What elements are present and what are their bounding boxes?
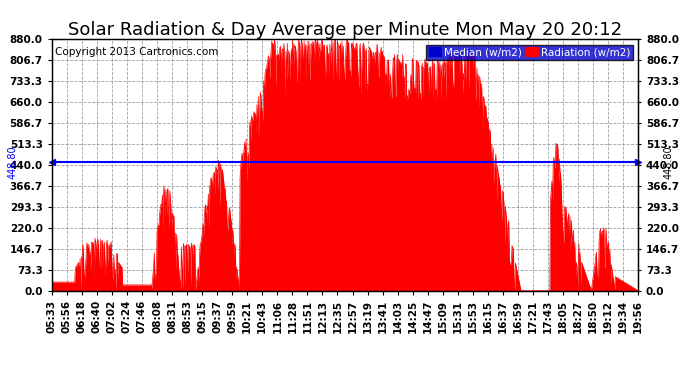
Legend: Median (w/m2), Radiation (w/m2): Median (w/m2), Radiation (w/m2) xyxy=(426,45,633,60)
Text: Copyright 2013 Cartronics.com: Copyright 2013 Cartronics.com xyxy=(55,47,218,57)
Text: 448.80: 448.80 xyxy=(664,146,674,179)
Title: Solar Radiation & Day Average per Minute Mon May 20 20:12: Solar Radiation & Day Average per Minute… xyxy=(68,21,622,39)
Text: 448.80: 448.80 xyxy=(8,146,18,179)
